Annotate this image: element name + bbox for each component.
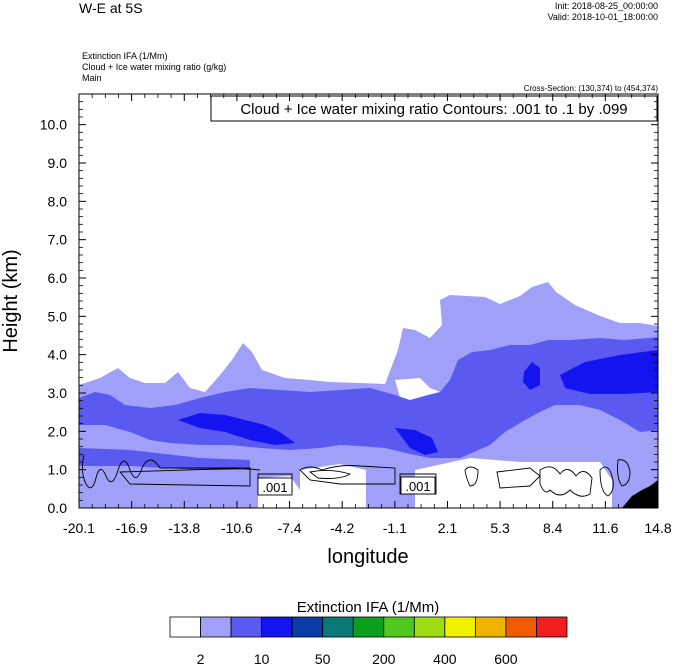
cross-section-label: Cross-Section: (130,374) to (454,374) bbox=[524, 84, 659, 93]
contour-line-2 bbox=[119, 467, 251, 487]
x-tick-label: -13.8 bbox=[168, 520, 200, 536]
init-time: Init: 2018-08-25_00:00:00 bbox=[555, 1, 658, 11]
y-tick-label: 4.0 bbox=[48, 347, 68, 363]
colorbar-labels: 2 10 50 200 400 600 bbox=[197, 651, 518, 667]
contour-label-1: .001 bbox=[262, 480, 287, 495]
y-tick-label: 6.0 bbox=[48, 270, 68, 286]
clear-gap-2 bbox=[415, 458, 612, 508]
colorbar bbox=[169, 616, 568, 638]
extinction-level-3-patch-4 bbox=[560, 350, 658, 394]
x-tick-label: 5.3 bbox=[490, 520, 510, 536]
colorbar-swatch bbox=[169, 616, 201, 638]
colorbar-title: Extinction IFA (1/Mm) bbox=[297, 599, 440, 616]
contour-line-6 bbox=[399, 473, 437, 495]
clear-gap-1 bbox=[300, 464, 366, 508]
colorbar-swatch bbox=[322, 616, 354, 638]
contour-label-box-2 bbox=[400, 476, 436, 495]
colorbar-swatch bbox=[383, 616, 415, 638]
y-tick-label: 9.0 bbox=[48, 155, 68, 171]
colorbar-swatch bbox=[444, 616, 476, 638]
colorbar-swatch bbox=[291, 616, 324, 638]
y-tick-label: 5.0 bbox=[48, 308, 68, 324]
y-tick-label: 7.0 bbox=[48, 232, 68, 248]
colorbar-label: 2 bbox=[197, 651, 205, 667]
x-tick-label: -7.4 bbox=[277, 520, 301, 536]
contour-info-box bbox=[210, 95, 658, 122]
y-tick-label: 8.0 bbox=[48, 193, 68, 209]
colorbar-label: 200 bbox=[372, 651, 396, 667]
contour-line-8 bbox=[496, 467, 541, 489]
contour-line-7 bbox=[464, 466, 479, 487]
x-tick-label: 8.4 bbox=[543, 520, 563, 536]
colorbar-swatch bbox=[261, 616, 293, 638]
contour-line-4 bbox=[299, 465, 396, 485]
filled-contours bbox=[79, 94, 658, 508]
extinction-level-3-patch-3 bbox=[523, 362, 540, 390]
x-axis-label: longitude bbox=[327, 546, 408, 568]
y-axis-label: Height (km) bbox=[0, 249, 22, 352]
x-tick-label: 14.8 bbox=[644, 520, 671, 536]
extinction-level-3-patch-1 bbox=[178, 413, 295, 445]
extinction-level-3-patch-2 bbox=[395, 428, 438, 455]
colorbar-swatch bbox=[413, 616, 446, 638]
y-tick-label: 1.0 bbox=[48, 462, 68, 478]
y-tick-label: 2.0 bbox=[48, 423, 68, 439]
colorbar-swatch bbox=[230, 616, 263, 638]
colorbar-swatch bbox=[536, 616, 568, 638]
colorbar-swatch bbox=[352, 616, 385, 638]
x-tick-label: -1.1 bbox=[383, 520, 407, 536]
x-tick-label: -4.2 bbox=[330, 520, 354, 536]
x-tick-label: -16.9 bbox=[116, 520, 148, 536]
contour-line-5 bbox=[308, 469, 352, 479]
contour-line-1 bbox=[81, 454, 261, 489]
field-label-mixing-ratio: Cloud + Ice water mixing ratio (g/kg) bbox=[82, 62, 226, 72]
x-tick-label: -10.6 bbox=[221, 520, 253, 536]
y-tick-label: 10.0 bbox=[40, 117, 67, 133]
colorbar-swatch bbox=[200, 616, 232, 638]
contour-line-9 bbox=[539, 466, 593, 497]
colorbar-swatch bbox=[505, 616, 537, 638]
colorbar-label: 50 bbox=[315, 651, 331, 667]
colorbar-label: 10 bbox=[254, 651, 270, 667]
plot-title: W-E at 5S bbox=[79, 0, 143, 16]
contour-info-label: Cloud + Ice water mixing ratio Contours:… bbox=[240, 101, 627, 118]
y-tick-label: 0.0 bbox=[48, 500, 68, 516]
x-tick-label: 11.6 bbox=[592, 520, 618, 536]
extinction-level-2-lower-band bbox=[79, 448, 250, 470]
y-tick-label: 3.0 bbox=[48, 385, 68, 401]
field-label-main: Main bbox=[82, 73, 102, 83]
terrain-region bbox=[622, 480, 658, 508]
contour-label-2: .001 bbox=[405, 479, 430, 494]
colorbar-label: 600 bbox=[494, 651, 518, 667]
valid-time: Valid: 2018-10-01_18:00:00 bbox=[548, 12, 658, 22]
contour-line-11 bbox=[617, 459, 631, 487]
field-label-extinction: Extinction IFA (1/Mm) bbox=[82, 51, 168, 61]
contour-label-box-1 bbox=[257, 477, 293, 496]
contour-line-10 bbox=[599, 466, 614, 497]
colorbar-swatch bbox=[474, 616, 507, 638]
x-axis: -20.1 -16.9 -13.8 -10.6 -7.4 -4.2 -1.1 2.1 5.3 8.… bbox=[63, 94, 672, 536]
x-tick-label: 2.1 bbox=[438, 520, 458, 536]
colorbar-label: 400 bbox=[433, 651, 457, 667]
x-tick-label: -20.1 bbox=[63, 520, 95, 536]
y-axis: 0.0 1.0 2.0 3.0 4.0 5.0 6.0 7.0 8.0 9.0 10.0 bbox=[40, 93, 658, 516]
